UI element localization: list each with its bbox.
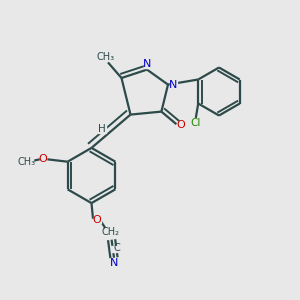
Bar: [21, 158, 33, 165]
Bar: [111, 246, 117, 252]
Bar: [105, 228, 116, 236]
Text: Cl: Cl: [190, 118, 201, 128]
Text: O: O: [93, 214, 102, 225]
Bar: [170, 81, 177, 88]
Text: N: N: [110, 258, 118, 268]
Text: CH₃: CH₃: [97, 52, 115, 62]
Bar: [94, 216, 101, 223]
Bar: [111, 260, 118, 266]
Bar: [178, 122, 184, 129]
Bar: [144, 61, 150, 68]
Text: C: C: [114, 243, 121, 253]
Bar: [191, 120, 200, 127]
Text: CH₃: CH₃: [18, 157, 36, 167]
Text: O: O: [39, 154, 47, 164]
Text: O: O: [177, 120, 186, 130]
Bar: [99, 54, 112, 60]
Text: CH₂: CH₂: [101, 227, 119, 237]
Text: H: H: [98, 124, 106, 134]
Text: N: N: [143, 59, 151, 69]
Text: N: N: [169, 80, 178, 90]
Bar: [98, 125, 106, 133]
Bar: [40, 156, 46, 163]
